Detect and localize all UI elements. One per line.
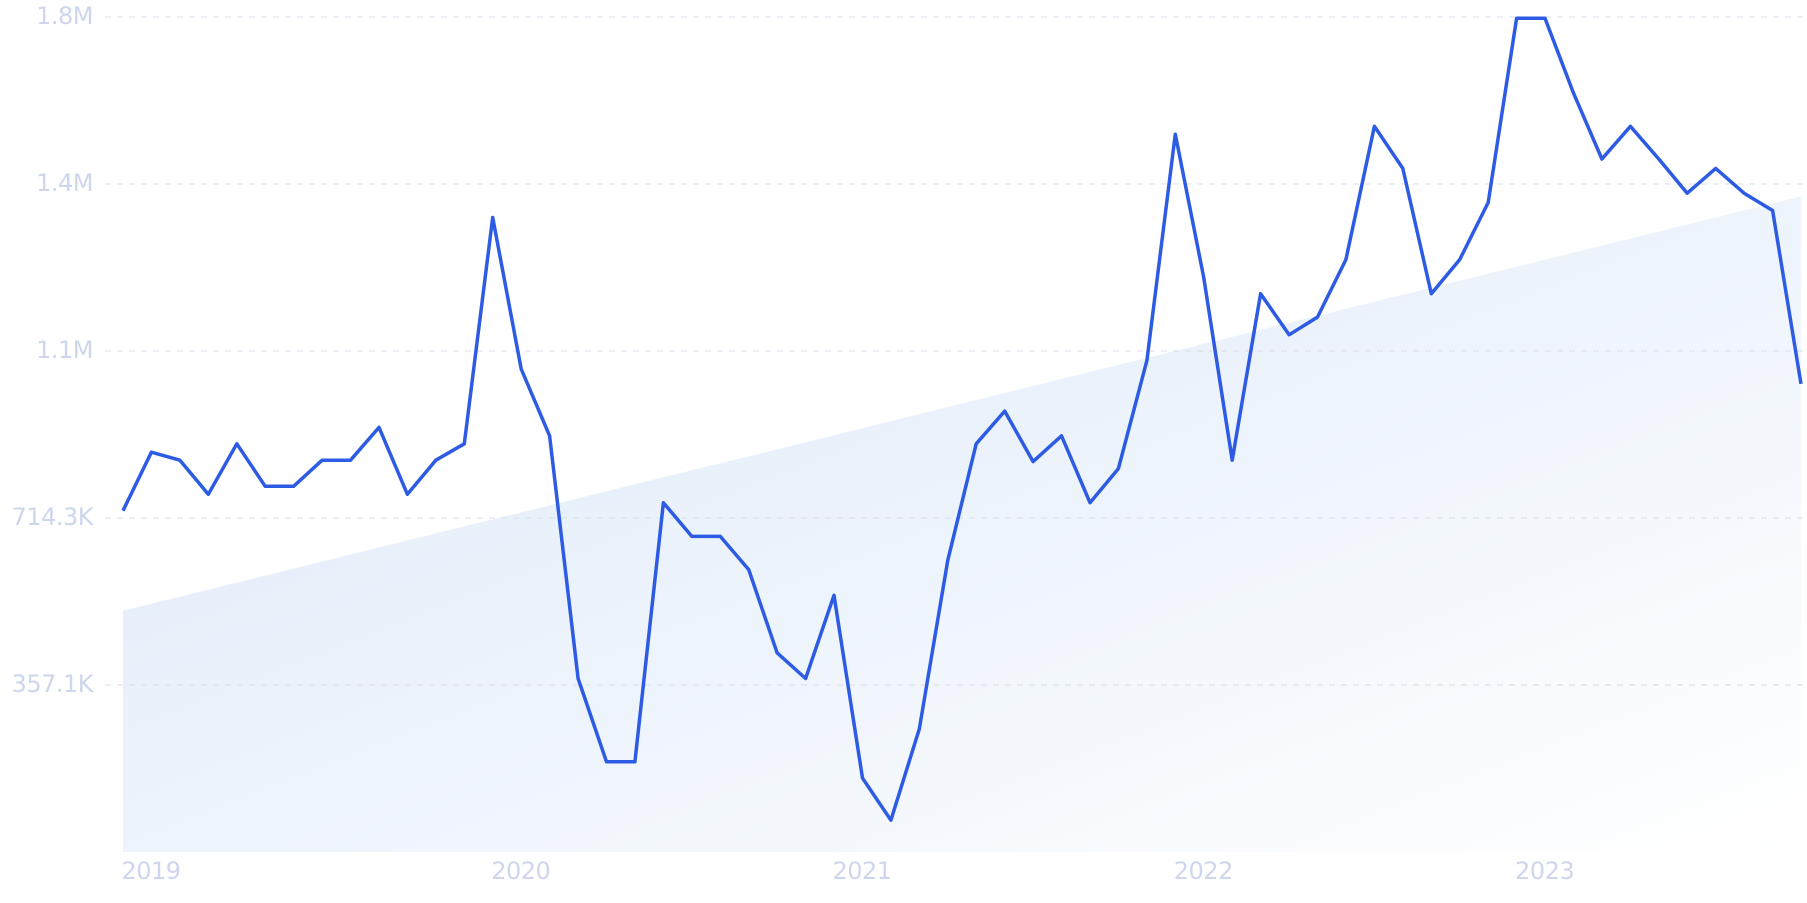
- y-tick-label: 714.3K: [12, 503, 95, 531]
- trend-area: [123, 196, 1801, 853]
- y-tick-label: 1.8M: [36, 2, 93, 30]
- y-tick-label: 1.4M: [36, 169, 93, 197]
- x-tick-label: 2021: [832, 857, 891, 885]
- x-tick-label: 2020: [491, 857, 550, 885]
- x-tick-label: 2023: [1515, 857, 1574, 885]
- x-tick-label: 2022: [1174, 857, 1233, 885]
- y-tick-label: 1.1M: [36, 336, 93, 364]
- x-tick-label: 2019: [121, 857, 180, 885]
- line: [121, 16, 1803, 822]
- y-tick-label: 357.1K: [12, 670, 95, 698]
